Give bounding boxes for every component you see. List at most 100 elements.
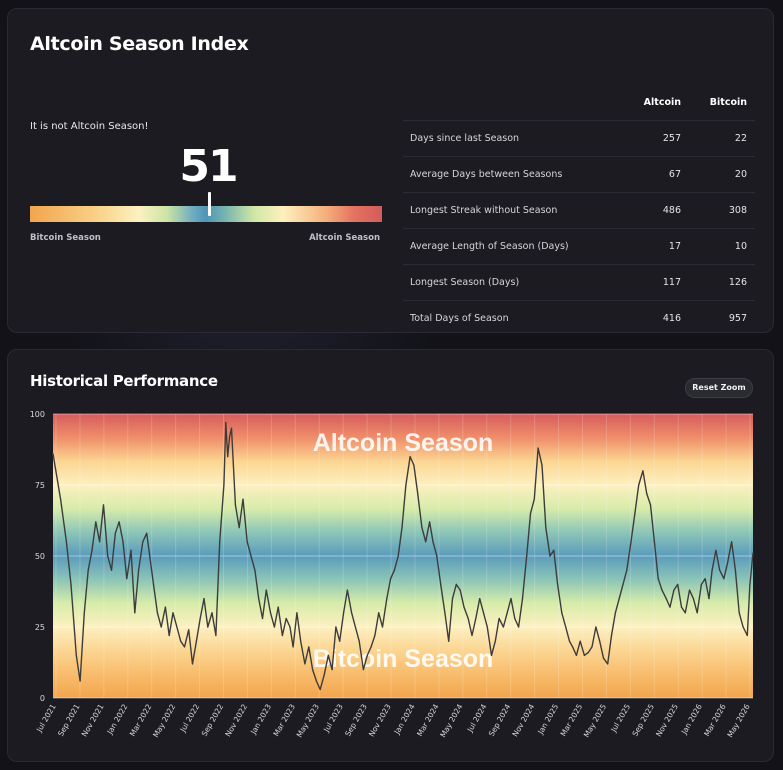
data-point: [545, 527, 547, 529]
data-point: [653, 541, 656, 543]
data-point: [138, 569, 140, 571]
x-tick-label: Jan 2024: [392, 702, 417, 736]
data-point: [227, 456, 229, 458]
data-point: [180, 640, 182, 642]
data-point: [351, 612, 353, 614]
data-point: [436, 555, 438, 557]
data-point: [390, 578, 392, 580]
data-point: [358, 640, 360, 642]
x-tick-label: May 2025: [582, 702, 608, 739]
data-point: [386, 598, 388, 600]
table-row: Total Days of Season 416 957: [403, 300, 755, 332]
data-point: [471, 634, 473, 637]
data-point: [734, 569, 737, 571]
data-point: [429, 521, 431, 523]
data-point: [421, 527, 423, 529]
x-tick-label: Jul 2024: [465, 702, 489, 734]
altcoin-value: 117: [610, 264, 682, 301]
data-point: [75, 654, 77, 656]
data-point: [114, 532, 116, 534]
data-point: [405, 484, 407, 486]
data-point: [587, 652, 589, 654]
bitcoin-value: 20: [682, 156, 755, 193]
x-tick-label: Mar 2026: [702, 702, 728, 738]
data-point: [91, 549, 93, 551]
season-gradient-bar: [30, 206, 382, 222]
x-tick-label: May 2023: [295, 702, 321, 739]
x-tick-label: Sep 2025: [630, 702, 656, 738]
x-tick-label: Jul 2025: [609, 702, 633, 734]
table-row: Longest Season (Days) 117 126: [403, 264, 755, 301]
data-point: [680, 606, 683, 608]
data-point: [160, 626, 162, 628]
data-point: [250, 555, 252, 557]
data-point: [514, 617, 516, 620]
bitcoin-value: 957: [682, 300, 755, 332]
data-point: [591, 646, 593, 648]
data-point: [498, 617, 500, 620]
data-point: [657, 578, 659, 580]
table-row: Days since last Season 257 22: [403, 120, 755, 157]
data-point: [494, 640, 496, 642]
data-point: [99, 541, 101, 543]
data-point: [549, 555, 551, 557]
data-point: [506, 612, 508, 614]
data-point: [335, 626, 337, 628]
data-point: [626, 569, 628, 571]
data-point: [83, 612, 85, 614]
data-point: [638, 484, 640, 486]
historical-chart[interactable]: 0 25 50 75 100 Altcoin Season Bitcoin Season Ju…: [8, 350, 774, 762]
column-header-bitcoin: Bitcoin: [709, 97, 747, 108]
data-point: [630, 541, 632, 543]
y-tick-label: 0: [40, 694, 45, 703]
column-header-altcoin: Altcoin: [643, 97, 681, 108]
data-point: [60, 498, 62, 500]
altcoin-season-label: Altcoin Season: [309, 233, 380, 243]
data-point: [354, 626, 356, 628]
data-point: [191, 663, 194, 665]
reset-zoom-button[interactable]: Reset Zoom: [685, 378, 753, 398]
data-point: [533, 498, 535, 500]
data-point: [537, 447, 539, 449]
data-point: [300, 640, 302, 642]
data-point: [448, 640, 450, 642]
data-point: [339, 640, 341, 642]
data-point: [378, 612, 380, 614]
data-point: [230, 427, 233, 429]
bitcoin-value: 10: [682, 228, 755, 265]
data-point: [254, 569, 256, 571]
data-point: [269, 612, 272, 614]
data-point: [149, 561, 152, 563]
data-point: [265, 589, 267, 591]
x-tick-label: Sep 2021: [56, 702, 82, 738]
data-point: [122, 541, 124, 543]
data-point: [440, 583, 442, 585]
x-tick-label: Jul 2023: [321, 702, 345, 734]
data-point: [304, 663, 306, 665]
data-point: [164, 606, 166, 608]
index-marker: [208, 192, 212, 216]
x-tick-label: Jan 2023: [248, 702, 273, 736]
altcoin-value: 67: [610, 156, 682, 193]
data-point: [413, 464, 415, 466]
x-tick-label: Mar 2022: [128, 702, 154, 738]
table-row: Average Days between Seasons 67 20: [403, 156, 755, 193]
data-point: [541, 464, 543, 466]
chart-title: Historical Performance: [30, 372, 218, 390]
altcoin-value: 17: [610, 228, 682, 265]
data-point: [553, 549, 555, 551]
data-point: [565, 626, 567, 628]
bitcoin-value: 308: [682, 192, 755, 229]
data-point: [677, 583, 679, 585]
data-point: [65, 541, 67, 543]
data-point: [700, 583, 703, 585]
data-point: [463, 606, 465, 608]
data-point: [708, 598, 710, 600]
data-point: [312, 669, 314, 671]
data-point: [610, 634, 613, 637]
x-tick-label: Jan 2025: [535, 702, 560, 736]
data-point: [526, 555, 528, 557]
season-stats-table: Altcoin Bitcoin Days since last Season 2…: [403, 85, 755, 332]
bitcoin-value: 22: [682, 120, 755, 157]
data-point: [118, 521, 120, 523]
